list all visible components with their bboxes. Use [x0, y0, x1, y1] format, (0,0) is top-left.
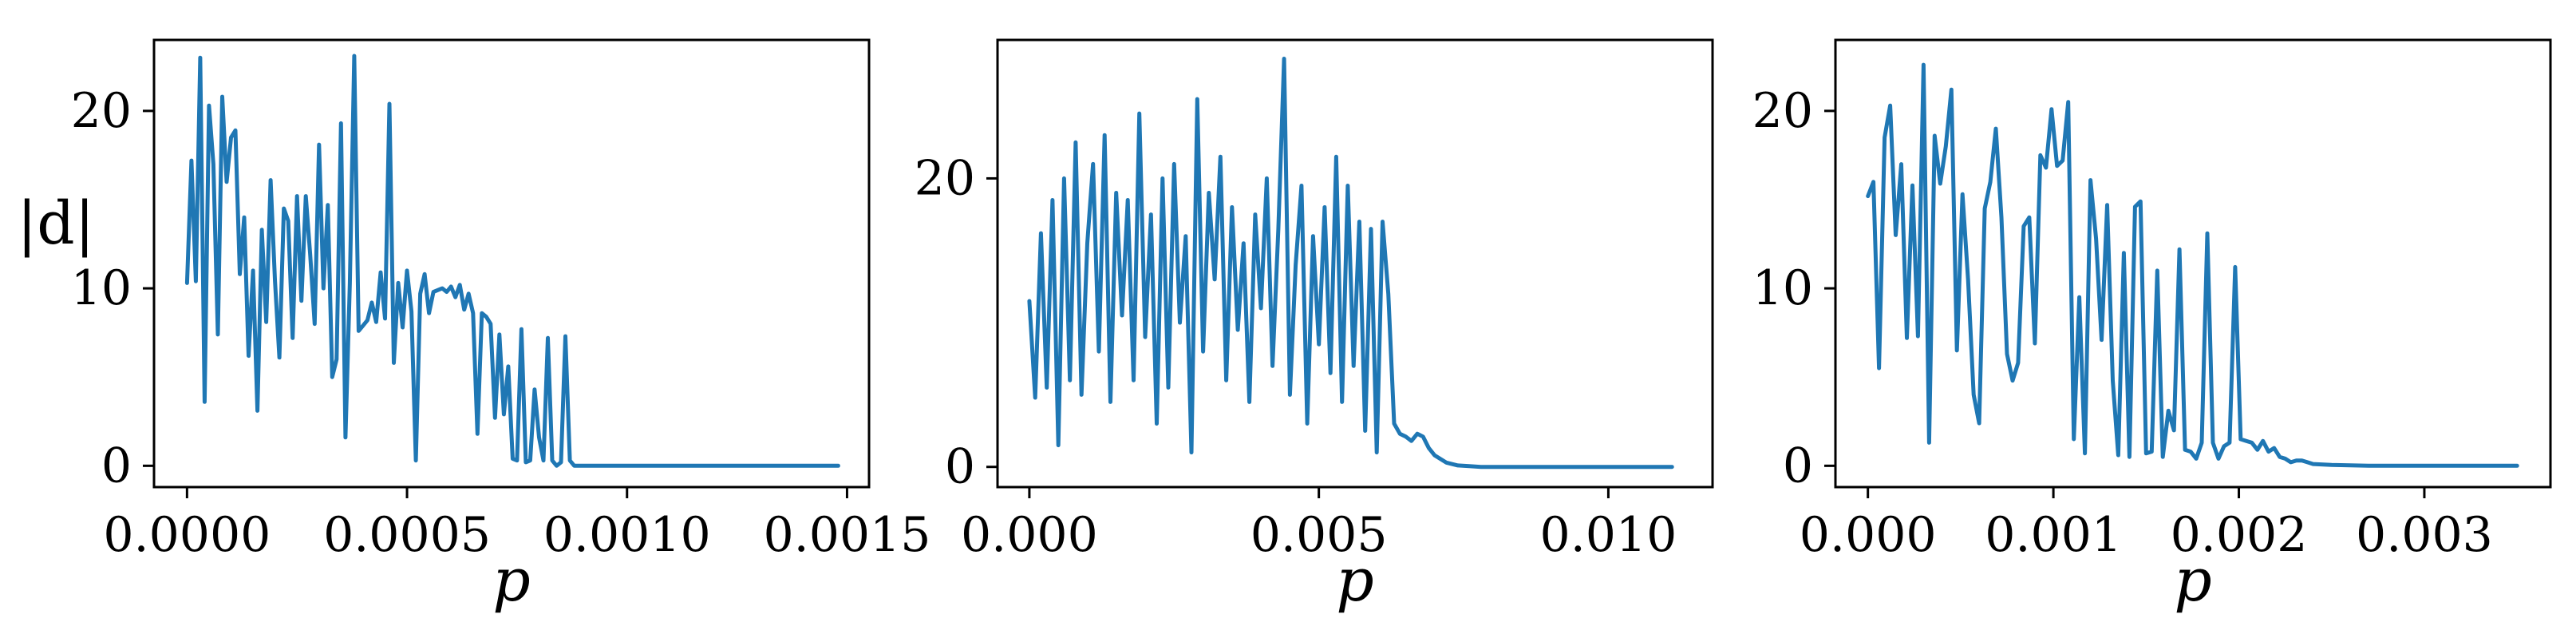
series-line-1: [184, 54, 840, 468]
x-tick-label: 0.0015: [763, 507, 930, 563]
plot-panel-3: 0.000 0.001 0.002 0.003 0 10 20 p: [1752, 38, 2552, 615]
y-tick-label: 20: [71, 83, 132, 139]
y-tick-label: 20: [1752, 83, 1813, 139]
y-tick-label: 0: [101, 438, 132, 493]
x-tick-label: 0.000: [961, 507, 1098, 563]
plot-panel-2: 0.000 0.005 0.010 0 20 p: [915, 38, 1714, 615]
x-tick-label: 0.001: [1985, 507, 2122, 563]
x-axis-label: p: [1336, 546, 1373, 615]
x-tick-label: 0.010: [1540, 507, 1677, 563]
axes-frame: [996, 38, 1714, 489]
x-tick-label: 0.0005: [323, 507, 491, 563]
x-tick-label: 0.005: [1250, 507, 1388, 563]
axes-frame: [1834, 38, 2552, 489]
y-tick-label: 0: [945, 439, 975, 495]
x-tick-label: 0.0000: [103, 507, 271, 563]
y-tick-label: 10: [1752, 260, 1813, 316]
y-tick-label: 20: [915, 150, 975, 206]
axes-frame: [152, 38, 871, 489]
x-tick-label: 0.0010: [543, 507, 711, 563]
x-tick-label: 0.002: [2171, 507, 2308, 563]
x-axis-label: p: [492, 546, 530, 615]
x-tick-label: 0.003: [2356, 507, 2493, 563]
series-line-1: [1866, 62, 2519, 468]
y-axis-label: |d|: [17, 189, 94, 258]
x-tick-label: 0.000: [1800, 507, 1937, 563]
series-line-1: [1027, 57, 1674, 470]
y-tick-label: 10: [71, 260, 132, 316]
plot-panel-1: 0.0000 0.0005 0.0010 0.0015 0 10 20 p |d|: [17, 38, 930, 615]
y-tick-label: 0: [1783, 438, 1813, 493]
x-axis-label: p: [2174, 546, 2211, 615]
